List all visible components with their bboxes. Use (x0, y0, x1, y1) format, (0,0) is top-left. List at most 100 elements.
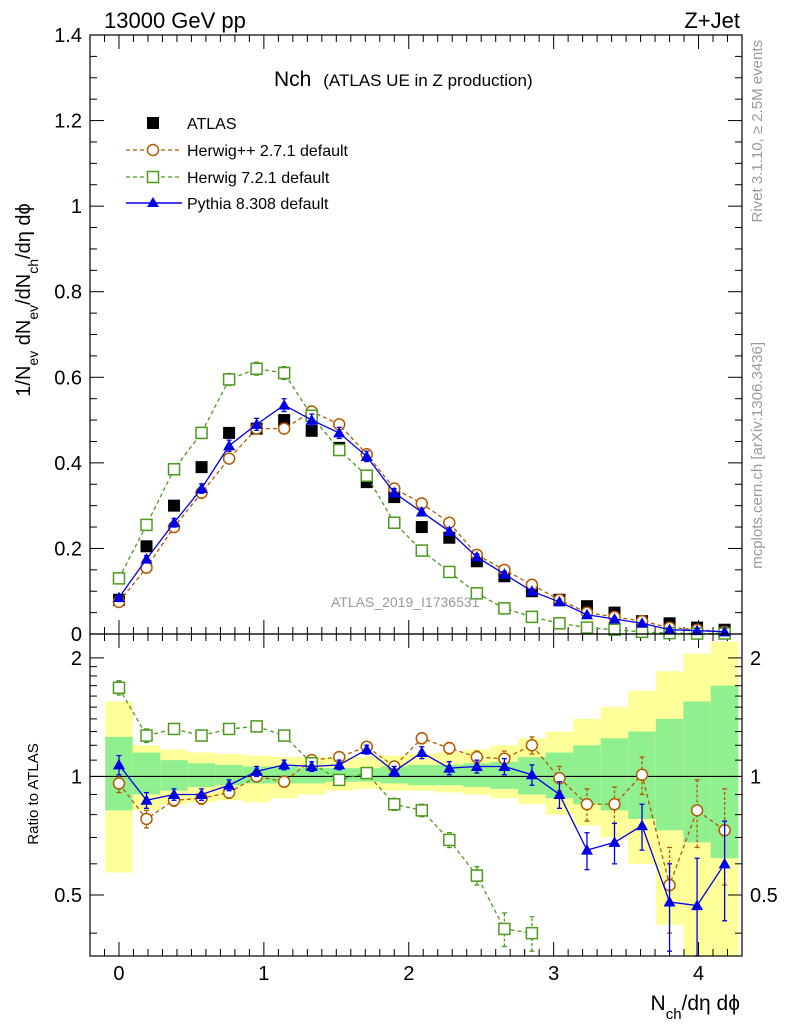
y-tick-label-main: 1 (71, 196, 82, 218)
herwig-7-2-1-default-point-ratio (332, 773, 346, 787)
legend-marker-herwigpp (146, 143, 160, 157)
pythia-8-308-default-point-ratio (168, 788, 181, 799)
pythia-8-308-default-point-ratio (553, 788, 566, 799)
herwig-7-2-1-default-point-main (250, 362, 263, 375)
ratio-band-inner (655, 718, 684, 831)
pythia-8-308-default-point-main (443, 525, 456, 536)
y-axis-label-main: 1/Nev dNev/dNch/dη dϕ (13, 203, 41, 396)
mcplots-label: mcplots.cern.ch [arXiv:1306.3436] (749, 342, 766, 569)
y-tick-label-main: 0.4 (54, 453, 82, 475)
atlas-point-main (278, 414, 291, 427)
herwig-2-7-1-default-point-ratio (277, 775, 291, 788)
pythia-8-308-default-point-main (195, 482, 208, 494)
x-axis-label: Nch/dη dϕ (651, 992, 740, 1023)
legend-marker-atlas (147, 117, 159, 129)
herwig-7-2-1-default-point-ratio (277, 729, 291, 742)
pythia-8-308-default-point-main (140, 553, 153, 564)
herwig-7-2-1-default-point-main (112, 572, 126, 585)
pythia-8-308-default-point-main (223, 439, 236, 451)
ratio-band-inner (215, 764, 243, 786)
herwig-7-2-1-default-point-main (140, 518, 153, 532)
legend-item-atlas: ATLAS (147, 116, 237, 133)
pythia-8-308-default-point-ratio (140, 794, 153, 805)
pythia-8-308-default-point-main (470, 550, 483, 562)
x-tick-label: 1 (258, 963, 269, 985)
rivet-version-label: Rivet 3.1.10, ≥ 2.5M events (749, 40, 766, 223)
atlas-point-main (195, 461, 208, 474)
y-tick-label-ratio-right: 0.5 (750, 885, 778, 907)
x-tick-label: 4 (693, 963, 704, 985)
herwig-2-7-1-default-point-ratio (580, 797, 594, 811)
ratio-band-inner (187, 763, 216, 788)
y-tick-label-ratio: 2 (71, 648, 82, 670)
ratio-band-inner (297, 768, 326, 784)
y-tick-label-main: 0.2 (54, 538, 82, 560)
y-tick-label-ratio-right: 2 (750, 648, 761, 670)
herwig-7-2-1-default-point-main (388, 516, 401, 530)
herwig-7-2-1-default-point-ratio (250, 720, 263, 733)
legend-marker-herwig7 (146, 170, 160, 184)
herwig-7-2-1-default-point-main (580, 621, 594, 634)
pythia-8-308-default-point-main (360, 450, 373, 461)
pythia-8-308-default-point-ratio (636, 819, 649, 831)
pythia-8-308-default-point-ratio (718, 857, 731, 869)
herwig-7-2-1-default-point-main (332, 443, 346, 457)
data-series (112, 361, 731, 957)
pythia-8-308-default-point-ratio (195, 788, 208, 799)
herwig-7-2-1-default-point-main (553, 617, 566, 630)
herwig-7-2-1-default-point-main (525, 610, 539, 624)
herwig-2-7-1-default-point-main (277, 422, 291, 435)
herwig-7-2-1-default-point-ratio (443, 833, 456, 847)
herwig-2-7-1-default-point-ratio (608, 797, 621, 811)
plot-title: Nch (ATLAS UE in Z production) (274, 68, 533, 91)
herwig-2-7-1-default-point-main (222, 452, 236, 465)
herwig-7-2-1-default-point-ratio (415, 804, 429, 817)
herwig-2-7-1-default-point-ratio (443, 741, 456, 755)
herwig-7-2-1-default-line-ratio (118, 687, 533, 934)
pythia-8-308-default-point-main (415, 506, 428, 517)
pythia-8-308-default-point-main (553, 595, 566, 607)
ratio-band-inner (683, 701, 711, 843)
herwig-7-2-1-default-point-main (222, 373, 236, 386)
pythia-8-308-default-point-main (250, 418, 263, 429)
pythia-8-308-default-point-main (168, 516, 181, 528)
pythia-8-308-default-point-main (663, 623, 676, 635)
x-tick-label: 3 (548, 963, 559, 985)
pythia-8-308-default-point-main (278, 399, 291, 410)
legend-item-herwig7: Herwig 7.2.1 default (126, 170, 330, 187)
herwig-7-2-1-default-point-main (498, 602, 511, 615)
pythia-8-308-default-point-main (333, 426, 346, 438)
pythia-8-308-default-point-ratio (333, 758, 346, 770)
analysis-label: ATLAS_2019_I1736531 (331, 594, 480, 610)
pythia-8-308-default-point-main (636, 617, 649, 628)
legend-item-herwigpp: Herwig++ 2.7.1 default (126, 143, 349, 160)
ratio-plot-frame (89, 633, 743, 957)
y-tick-label-ratio: 0.5 (54, 885, 82, 907)
pythia-8-308-default-point-ratio (525, 768, 538, 780)
pythia-8-308-default-point-ratio (223, 779, 236, 790)
legend-marker-pythia (147, 197, 159, 207)
pythia-8-308-default-point-main (691, 624, 704, 636)
herwig-7-2-1-default-point-ratio (388, 797, 401, 811)
y-tick-label-main: 0.8 (54, 282, 82, 304)
ratio-band-inner (408, 764, 436, 786)
pythia-8-308-default-point-main (525, 585, 538, 596)
ratio-band-inner (160, 760, 188, 791)
herwig-7-2-1-default-point-main (608, 623, 621, 636)
pythia-8-308-default-point-main (305, 414, 318, 425)
herwig-2-7-1-default-point-ratio (690, 804, 704, 817)
y-tick-label-main: 1.4 (54, 25, 82, 47)
pythia-8-308-default-point-ratio (663, 895, 676, 907)
atlas-point-main (223, 426, 236, 439)
plot-title-sub: (ATLAS UE in Z production) (323, 71, 532, 90)
atlas-point-main (415, 521, 428, 534)
ratio-band-inner (463, 763, 491, 788)
y-tick-label-ratio-right: 1 (750, 766, 761, 788)
pythia-8-308-default-point-ratio (250, 765, 263, 776)
herwig-7-2-1-default-point-main (415, 544, 429, 557)
herwig-7-2-1-default-point-ratio (140, 729, 153, 742)
herwig-7-2-1-default-point-main (195, 426, 208, 440)
herwig-7-2-1-default-point-ratio (470, 869, 484, 882)
atlas-point-main (168, 499, 181, 512)
